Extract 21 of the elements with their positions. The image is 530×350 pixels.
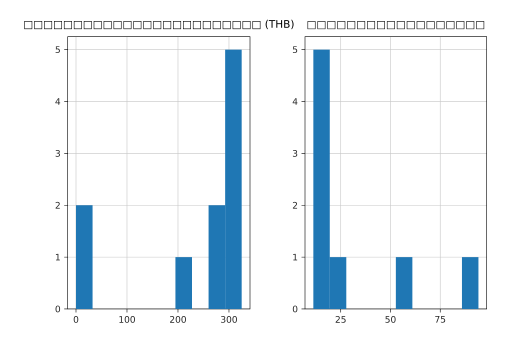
x-tick-label: 300 <box>221 316 237 323</box>
y-tick-label: 4 <box>55 98 60 105</box>
x-tick-label: 25 <box>336 316 346 323</box>
x-tick-label: 75 <box>435 316 446 323</box>
x-tick-label: 200 <box>170 316 186 323</box>
y-tick-label: 4 <box>292 98 298 105</box>
y-tick-label: 0 <box>56 306 60 312</box>
y-tick-label: 0 <box>292 306 298 312</box>
y-tick-label: 1 <box>293 254 298 260</box>
x-tick-label: 100 <box>119 316 135 323</box>
y-tick-label: 2 <box>56 202 60 209</box>
x-tick-label: 0 <box>74 316 78 323</box>
y-tick-label: 5 <box>56 46 60 54</box>
y-tick-label: 5 <box>292 46 298 54</box>
y-tick-label: 1 <box>56 254 60 260</box>
y-tick-label: 3 <box>56 150 60 157</box>
y-tick-label: 3 <box>292 150 298 157</box>
x-tick-label: 50 <box>385 316 396 323</box>
chart-title: □□□□□□□□□□□□□□□□□□□□□□□□ (THB) <box>24 20 294 30</box>
y-tick-label: 2 <box>292 202 298 209</box>
chart-title: □□□□□□□□□□□□□□□□□□ <box>308 21 484 30</box>
